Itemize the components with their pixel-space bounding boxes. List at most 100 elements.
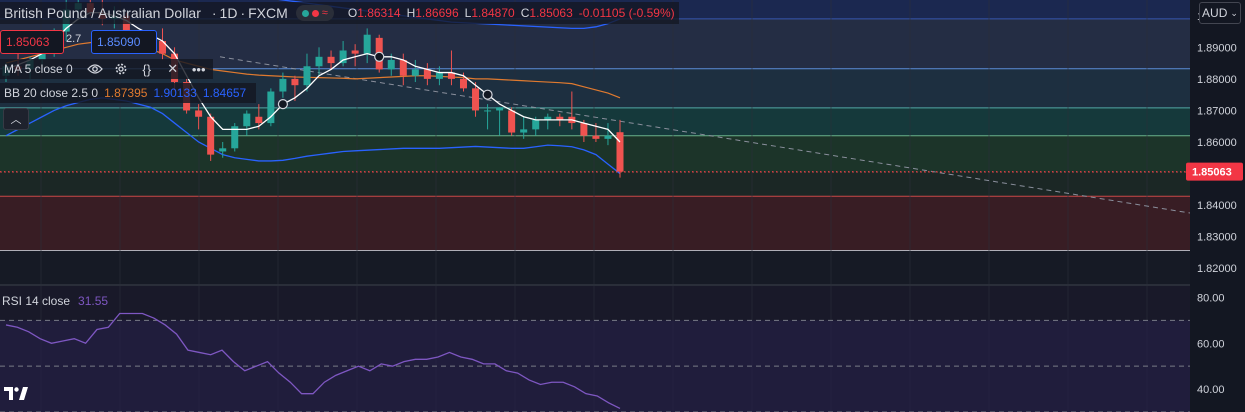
bb-upper-value: 1.90133	[153, 86, 197, 100]
candle-body	[556, 116, 564, 120]
close-label: C	[520, 6, 530, 20]
exchange-label: FXCM	[248, 5, 288, 21]
price-tick-label: 1.86000	[1197, 137, 1237, 149]
rsi-value: 31.55	[78, 294, 109, 308]
status-dot-icon	[311, 9, 319, 17]
candle-body	[243, 113, 251, 127]
collapse-chevron-icon: ︿	[10, 114, 22, 126]
open-value: 1.86314	[357, 6, 401, 20]
candle-body	[387, 59, 395, 70]
level-zone	[0, 196, 1190, 251]
ma-legend[interactable]: MA 5 close 0 {} ✕ •••	[0, 59, 213, 79]
price-axis-background	[1190, 0, 1245, 412]
rsi-tick-label: 80.00	[1197, 292, 1225, 304]
candle-body	[472, 88, 480, 111]
price-tick-label: 1.87000	[1197, 105, 1237, 117]
candle-body	[604, 135, 612, 139]
trendline	[219, 56, 1191, 214]
candle-body	[255, 116, 263, 124]
candle-body	[435, 72, 443, 79]
separator: ·	[211, 5, 217, 21]
price-tick-label: 1.83000	[1197, 232, 1237, 244]
candle-body	[484, 110, 492, 112]
high-value: 1.86696	[415, 6, 459, 20]
candle-body	[327, 56, 335, 64]
bb-legend[interactable]: BB 20 close 2.5 0 1.87395 1.90133 1.8465…	[0, 83, 257, 103]
ma-cross-marker	[277, 99, 289, 110]
spread-value: 2.7	[66, 33, 82, 45]
candle-body	[351, 50, 359, 54]
interval-label[interactable]: 1D	[219, 5, 238, 21]
candle-body	[423, 69, 431, 79]
symbol-header: British Pound / Australian Dollar · 1D ·…	[0, 2, 679, 24]
candle-body	[447, 72, 455, 79]
low-label: L	[464, 6, 472, 20]
symbol-name[interactable]: British Pound / Australian Dollar	[4, 5, 201, 21]
candle-body	[532, 119, 540, 130]
candle-body	[267, 91, 275, 124]
candle-body	[231, 126, 239, 149]
rsi-label: RSI 14 close	[2, 294, 71, 308]
change-value: -0.01105 (-0.59%)	[578, 6, 675, 20]
level-zone	[0, 171, 1190, 197]
separator: ·	[240, 5, 246, 21]
chevron-down-icon: ⌄	[1230, 7, 1238, 18]
candle-body	[207, 116, 215, 155]
candle-body	[580, 123, 588, 136]
close-icon[interactable]: ✕	[167, 61, 179, 76]
collapse-legend-button[interactable]: ︿	[3, 108, 29, 130]
last-price-label: 1.85063	[1192, 167, 1232, 179]
high-label: H	[406, 6, 416, 20]
rsi-legend[interactable]: RSI 14 close 31.55	[0, 292, 110, 310]
candle-body	[159, 41, 167, 54]
buy-button[interactable]: 1.85090	[91, 30, 157, 54]
candle-body	[544, 116, 552, 120]
candle-body	[520, 129, 528, 133]
bb-basis-value: 1.87395	[104, 86, 148, 100]
candle-body	[122, 15, 130, 35]
candle-body	[219, 148, 227, 152]
currency-select[interactable]: AUD ⌄	[1199, 2, 1241, 24]
low-value: 1.84870	[471, 6, 515, 20]
currency-label: AUD	[1202, 6, 1228, 20]
level-zone	[0, 107, 1190, 136]
ma-label: MA 5 close 0	[4, 62, 73, 76]
last-price-tag	[1186, 162, 1243, 181]
ma-cross-marker	[482, 89, 493, 100]
candle-body	[291, 78, 299, 86]
more-icon[interactable]: •••	[191, 61, 206, 77]
wave-icon: ≈	[321, 7, 328, 19]
market-status-pill[interactable]: ≈	[295, 5, 334, 21]
candle-body	[411, 69, 419, 76]
status-dot-icon	[301, 9, 309, 17]
price-tick-label: 1.88000	[1197, 74, 1237, 86]
tradingview-logo-icon[interactable]	[3, 384, 29, 402]
rsi-tick-label: 40.00	[1197, 384, 1225, 396]
candle-body	[496, 107, 504, 111]
bb-label: BB 20 close 2.5 0	[4, 86, 99, 100]
candle-body	[315, 56, 323, 67]
close-value: 1.85063	[529, 6, 573, 20]
candle-body	[363, 34, 371, 54]
candle-body	[508, 110, 516, 133]
candle-body	[38, 50, 46, 60]
candle-body	[339, 50, 347, 64]
candle-body	[279, 78, 287, 92]
candle-body	[592, 135, 600, 139]
candle-body	[303, 66, 311, 86]
open-label: O	[347, 6, 358, 20]
price-tick-label: 1.82000	[1197, 263, 1237, 275]
gear-icon[interactable]	[111, 61, 131, 77]
braces-icon[interactable]: {}	[142, 61, 152, 77]
ma-cross-marker	[374, 51, 385, 62]
rsi-line	[5, 312, 621, 410]
sell-button[interactable]: 1.85063	[0, 30, 64, 54]
candle-body	[399, 59, 407, 76]
candle-body	[616, 132, 624, 172]
price-tick-label: 1.84000	[1197, 200, 1237, 212]
candle-body	[195, 110, 203, 117]
candle-body	[459, 78, 467, 89]
price-tick-label: 1.89000	[1197, 42, 1237, 54]
eye-icon[interactable]	[85, 61, 105, 77]
bb-lower-value: 1.84657	[202, 86, 247, 100]
